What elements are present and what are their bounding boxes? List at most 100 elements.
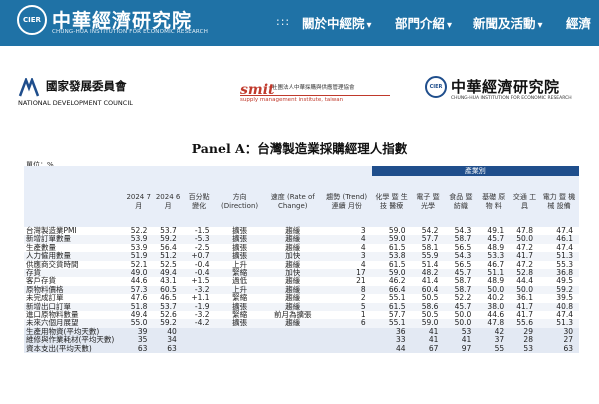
- table-cell: 4: [360, 242, 366, 252]
- table-cell: 擴張: [232, 234, 248, 244]
- table-cell: 43.1: [160, 276, 177, 286]
- table-cell: 49.1: [487, 226, 505, 235]
- table-cell: 52.6: [160, 310, 177, 320]
- column-header: 電子 暨 光學: [411, 176, 445, 227]
- table-cell: 緊縮: [232, 293, 248, 303]
- table-cell: 44: [396, 343, 406, 353]
- table-cell: 加快: [285, 268, 301, 278]
- table-cell: 52.1: [130, 259, 148, 269]
- table-cell: 54.3: [454, 226, 472, 235]
- row-label: 客戶存貨: [26, 276, 56, 286]
- table-cell: 趨緩: [285, 293, 301, 303]
- menu-dots-icon[interactable]: :::: [276, 15, 291, 28]
- table-cell: 緊縮: [232, 310, 248, 320]
- table-cell: 60.5: [160, 284, 177, 294]
- table-body: 台灣製造業PMI 52.2 53.7 -1.5 擴張 趨緩 3 59.0 54.2 54.3 49.…: [24, 226, 579, 354]
- table-cell: 59.2: [556, 284, 573, 294]
- nav-news-label: 新聞及活動: [473, 16, 536, 31]
- table-cell: 緊縮: [232, 268, 248, 278]
- divider: [240, 95, 390, 96]
- table-cell: 55.0: [130, 318, 148, 328]
- table-cell: 45.7: [454, 268, 472, 278]
- table-cell: 59.0: [388, 268, 406, 278]
- table-cell: 4: [360, 234, 366, 244]
- table-cell: 41.7: [516, 310, 533, 320]
- table-cell: 趨緩: [285, 234, 301, 244]
- table-cell: 49.0: [130, 268, 148, 278]
- pmi-table: 產業別 2024 7月 2024 6月 百分點 變化 方向 (Direction) 速度…: [24, 166, 579, 354]
- table-cell: 39: [137, 326, 148, 336]
- table-cell: 34: [167, 335, 177, 345]
- table-cell: 42: [494, 326, 505, 336]
- table-cell: 61.5: [388, 242, 406, 252]
- table-cell: 59.0: [388, 226, 406, 235]
- table-row: 客戶存貨 44.6 43.1 +1.5 過低 趨緩 21 46.2 41.4 58.7 48.9 44…: [24, 276, 579, 286]
- column-header: 基礎 原物 料: [477, 176, 511, 227]
- chevron-down-icon: ▾: [366, 20, 372, 31]
- row-label: 資本支出(平均天數): [26, 343, 92, 353]
- table-cell: 52.5: [160, 259, 177, 269]
- table-cell: 趨緩: [285, 242, 301, 252]
- table-cell: 57.7: [421, 234, 439, 244]
- table-cell: 51.2: [160, 251, 177, 261]
- table-row: 未來六個月展望 55.0 59.2 -4.2 擴張 趨緩 6 55.1 59.0 50.0 47.8…: [24, 318, 579, 328]
- column-header: 2024 6月: [153, 176, 183, 227]
- table-cell: 4: [360, 259, 366, 269]
- table-cell: 48.2: [421, 268, 439, 278]
- chevron-down-icon: ▾: [447, 20, 453, 31]
- table-cell: 21: [356, 276, 366, 286]
- table-cell: [216, 345, 264, 353]
- table-cell: 擴張: [232, 318, 248, 328]
- table-cell: 38.0: [487, 301, 505, 311]
- nav-departments[interactable]: 部門介紹 ▾: [395, 13, 452, 32]
- table-cell: 趨緩: [285, 301, 301, 311]
- table-cell: 49.4: [130, 310, 148, 320]
- cier-logo-icon[interactable]: CIER: [17, 5, 47, 35]
- site-title[interactable]: 中華經濟研究院: [52, 10, 193, 32]
- table-cell: -0.4: [194, 259, 210, 269]
- row-label: 進口原物料數量: [26, 310, 79, 320]
- table-cell: -3.2: [194, 310, 210, 320]
- table-cell: 61.5: [388, 259, 406, 269]
- table-cell: 擴張: [232, 226, 248, 235]
- table-cell: 56.5: [454, 242, 472, 252]
- table-cell: 2: [360, 293, 366, 303]
- table-cell: 61.5: [388, 301, 406, 311]
- site-header: CIER 中華經濟研究院 CHUNG-HUA INSTITUTION FOR E…: [0, 0, 599, 46]
- table-cell: 63: [563, 343, 573, 353]
- table-cell: 50.5: [421, 310, 439, 320]
- table-cell: +1.1: [191, 293, 210, 303]
- table-cell: 46.1: [556, 234, 573, 244]
- table-cell: 擴張: [232, 301, 248, 311]
- nav-about-label: 關於中經院: [302, 16, 365, 31]
- ndc-name-en: NATIONAL DEVELOPMENT COUNCIL: [18, 99, 133, 107]
- table-cell: 6: [360, 318, 366, 328]
- table-cell: 51.1: [487, 268, 505, 278]
- nav-economy[interactable]: 經濟: [566, 16, 592, 31]
- smit-logo: smit: [240, 82, 275, 98]
- table-cell: 加快: [285, 251, 301, 261]
- row-label: 新增出口訂單: [26, 301, 71, 311]
- column-header: [24, 176, 124, 227]
- table-row: 新增出口訂單 51.8 53.7 -1.9 擴張 趨緩 5 61.5 58.6 45.7 38.0 4…: [24, 301, 579, 312]
- table-cell: -2.5: [194, 242, 210, 252]
- table-row: 生產數量 53.9 56.4 -2.5 擴張 趨緩 4 61.5 58.1 56.5 48.9 47.…: [24, 242, 579, 253]
- table-cell: 52.2: [130, 226, 148, 235]
- table-cell: 52.8: [516, 268, 533, 278]
- table-cell: -5.3: [194, 234, 210, 244]
- ndc-logo-icon: [18, 78, 40, 97]
- table-cell: 56.5: [454, 259, 472, 269]
- table-cell: 67: [428, 343, 439, 353]
- table-cell: 59.0: [388, 234, 406, 244]
- table-cell: 63: [137, 343, 148, 353]
- nav-about[interactable]: 關於中經院 ▾: [302, 13, 372, 32]
- table-cell: 47.2: [516, 259, 533, 269]
- table-cell: 41.7: [516, 251, 533, 261]
- nav-news-events[interactable]: 新聞及活動 ▾: [473, 13, 543, 32]
- table-header: 產業別 2024 7月 2024 6月 百分點 變化 方向 (Direction) 速度…: [24, 166, 579, 227]
- table-cell: [183, 328, 216, 336]
- table-cell: 54.3: [454, 251, 472, 261]
- table-cell: 趨緩: [285, 318, 301, 328]
- table-cell: [322, 336, 372, 344]
- table-cell: 50.0: [454, 310, 472, 320]
